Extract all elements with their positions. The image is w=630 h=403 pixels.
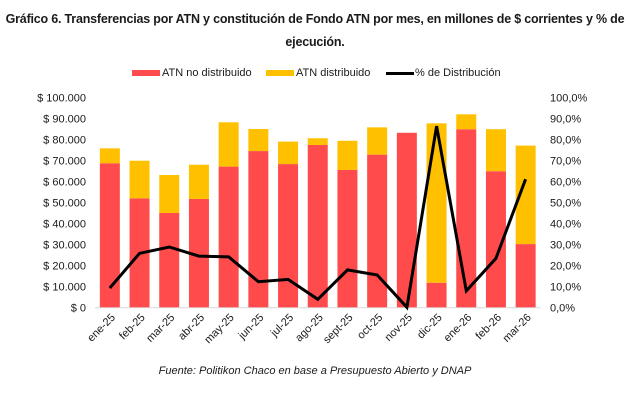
chart-source-note: Fuente: Politikon Chaco en base a Presup… bbox=[158, 365, 472, 377]
right-tick-label: 60,0% bbox=[550, 176, 581, 188]
bar-atn-distribuido bbox=[218, 122, 239, 167]
x-tick-label: may-25 bbox=[202, 312, 236, 346]
legend-swatch-atn-distribuido bbox=[266, 70, 294, 76]
legend-item-pct-distribucion: % de Distribución bbox=[386, 65, 501, 81]
chart-title-line-2: ejecución. bbox=[285, 35, 345, 49]
bar-atn-distribuido bbox=[129, 160, 150, 199]
legend-label-atn-no-distribuido: ATN no distribuido bbox=[162, 67, 252, 79]
x-tick-label: ene-25 bbox=[85, 312, 118, 345]
x-tick-label: ene-26 bbox=[442, 312, 475, 345]
x-tick-label: feb-25 bbox=[117, 312, 148, 343]
bar-atn-no-distribuido bbox=[426, 282, 447, 308]
right-tick-label: 100,0% bbox=[550, 92, 588, 104]
line-pct-distribucion bbox=[108, 125, 528, 311]
bar-atn-no-distribuido bbox=[456, 129, 477, 308]
right-tick-label: 90,0% bbox=[550, 113, 581, 125]
bar-atn-distribuido bbox=[456, 114, 477, 130]
left-tick-label: $ 0 bbox=[71, 302, 86, 314]
bar-atn-no-distribuido bbox=[485, 171, 506, 308]
left-tick-label: $ 10.000 bbox=[43, 281, 86, 293]
line-group bbox=[108, 125, 528, 311]
right-tick-label: 70,0% bbox=[550, 155, 581, 167]
x-tick-label: mar-26 bbox=[501, 312, 534, 345]
right-tick-label: 0,0% bbox=[550, 302, 575, 314]
left-tick-label: $ 40.000 bbox=[43, 218, 86, 230]
bar-atn-no-distribuido bbox=[307, 144, 328, 308]
bar-atn-no-distribuido bbox=[248, 151, 269, 308]
bar-atn-no-distribuido bbox=[515, 244, 536, 308]
bar-atn-distribuido bbox=[515, 145, 536, 245]
bars-group bbox=[99, 114, 536, 308]
bar-atn-distribuido bbox=[99, 148, 120, 164]
x-tick-label: nov-25 bbox=[383, 312, 415, 344]
left-tick-label: $ 30.000 bbox=[43, 239, 86, 251]
x-tick-label: jun-25 bbox=[236, 312, 267, 343]
bar-atn-distribuido bbox=[188, 164, 209, 199]
bar-atn-distribuido bbox=[278, 141, 299, 165]
legend-line-pct-distribucion bbox=[386, 71, 414, 75]
bar-atn-distribuido bbox=[307, 138, 328, 145]
bar-atn-distribuido bbox=[159, 175, 180, 214]
x-tick-label: jul-25 bbox=[268, 312, 296, 340]
legend-item-atn-no-distribuido: ATN no distribuido bbox=[132, 65, 252, 81]
bar-atn-distribuido bbox=[248, 129, 269, 152]
right-tick-label: 20,0% bbox=[550, 260, 581, 272]
bar-atn-no-distribuido bbox=[278, 164, 299, 308]
left-tick-label: $ 80.000 bbox=[43, 134, 86, 146]
left-tick-label: $ 70.000 bbox=[43, 155, 86, 167]
bar-atn-distribuido bbox=[485, 129, 506, 172]
left-tick-label: $ 50.000 bbox=[43, 197, 86, 209]
x-tick-label: mar-25 bbox=[144, 312, 177, 345]
left-tick-label: $ 20.000 bbox=[43, 260, 86, 272]
right-tick-label: 80,0% bbox=[550, 134, 581, 146]
bar-atn-distribuido bbox=[426, 123, 447, 283]
chart-legend: ATN no distribuido ATN distribuido % de … bbox=[0, 65, 630, 81]
right-tick-label: 10,0% bbox=[550, 281, 581, 293]
x-tick-label: feb-26 bbox=[474, 312, 505, 343]
legend-item-atn-distribuido: ATN distribuido bbox=[266, 65, 370, 81]
x-tick-label: oct-25 bbox=[355, 312, 385, 342]
bar-atn-distribuido bbox=[367, 127, 388, 155]
right-tick-label: 40,0% bbox=[550, 218, 581, 230]
chart-title-line-1: Gráfico 6. Transferencias por ATN y cons… bbox=[5, 12, 625, 26]
left-tick-label: $ 100.000 bbox=[37, 92, 86, 104]
bar-atn-no-distribuido bbox=[188, 198, 209, 308]
left-tick-label: $ 90.000 bbox=[43, 113, 86, 125]
bar-atn-no-distribuido bbox=[159, 213, 180, 308]
right-tick-label: 30,0% bbox=[550, 239, 581, 251]
bar-atn-no-distribuido bbox=[218, 166, 239, 308]
legend-label-pct-distribucion: % de Distribución bbox=[415, 67, 501, 79]
bar-atn-no-distribuido bbox=[337, 169, 358, 308]
right-axis: 0,0% 10,0% 20,0% 30,0% 40,0% 50,0% 60,0% 70,0% 8… bbox=[550, 92, 588, 314]
x-tick-label: ago-25 bbox=[293, 312, 326, 345]
bar-atn-no-distribuido bbox=[99, 163, 120, 308]
left-tick-label: $ 60.000 bbox=[43, 176, 86, 188]
legend-swatch-atn-no-distribuido bbox=[132, 70, 160, 76]
legend-label-atn-distribuido: ATN distribuido bbox=[296, 67, 371, 79]
left-axis: $ 0 $ 10.000 $ 20.000 $ 30.000 $ 40.000 $ 50.… bbox=[37, 92, 86, 314]
x-tick-label: dic-25 bbox=[415, 312, 445, 342]
bar-atn-distribuido bbox=[337, 140, 358, 170]
bar-atn-no-distribuido bbox=[367, 154, 388, 308]
bar-atn-no-distribuido bbox=[396, 132, 417, 308]
x-tick-label: sept-25 bbox=[321, 312, 355, 346]
right-tick-label: 50,0% bbox=[550, 197, 581, 209]
